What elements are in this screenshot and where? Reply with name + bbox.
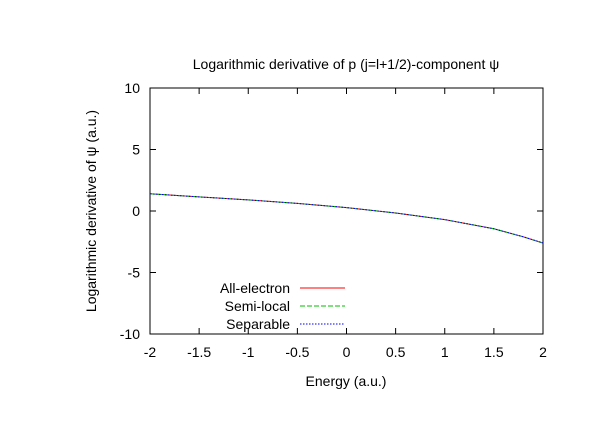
x-tick-label: -2 xyxy=(144,344,157,360)
legend-label: Semi-local xyxy=(225,298,290,314)
y-tick-label: 10 xyxy=(124,80,140,96)
legend-label: Separable xyxy=(226,316,290,332)
series-line xyxy=(149,193,544,244)
y-tick-label: -5 xyxy=(128,265,141,281)
y-tick-label: 5 xyxy=(132,142,140,158)
x-tick-label: 2 xyxy=(539,344,547,360)
x-tick-label: -1.5 xyxy=(187,344,211,360)
plot-frame xyxy=(149,87,544,335)
legend-label: All-electron xyxy=(220,280,290,296)
x-tick-label: 0.5 xyxy=(386,344,406,360)
series-line xyxy=(149,193,544,244)
x-tick-label: -0.5 xyxy=(285,344,309,360)
series-line xyxy=(149,193,544,244)
y-tick-label: 0 xyxy=(132,203,140,219)
y-axis-label: Logarithmic derivative of ψ (a.u.) xyxy=(83,110,99,312)
chart-title: Logarithmic derivative of p (j=l+1/2)-co… xyxy=(193,56,499,72)
y-tick-label: -10 xyxy=(120,326,140,342)
x-axis-label: Energy (a.u.) xyxy=(306,373,387,389)
series-lines xyxy=(149,193,544,244)
x-tick-label: 1 xyxy=(441,344,449,360)
x-tick-label: -1 xyxy=(242,344,255,360)
x-tick-label: 0 xyxy=(343,344,351,360)
axis-ticks: -2 -1.5 -1 -0.5 0 0.5 1 1.5 2 -10 -5 0 5 10 xyxy=(120,80,547,360)
legend: All-electron Semi-local Separable xyxy=(220,280,345,332)
x-tick-label: 1.5 xyxy=(484,344,504,360)
